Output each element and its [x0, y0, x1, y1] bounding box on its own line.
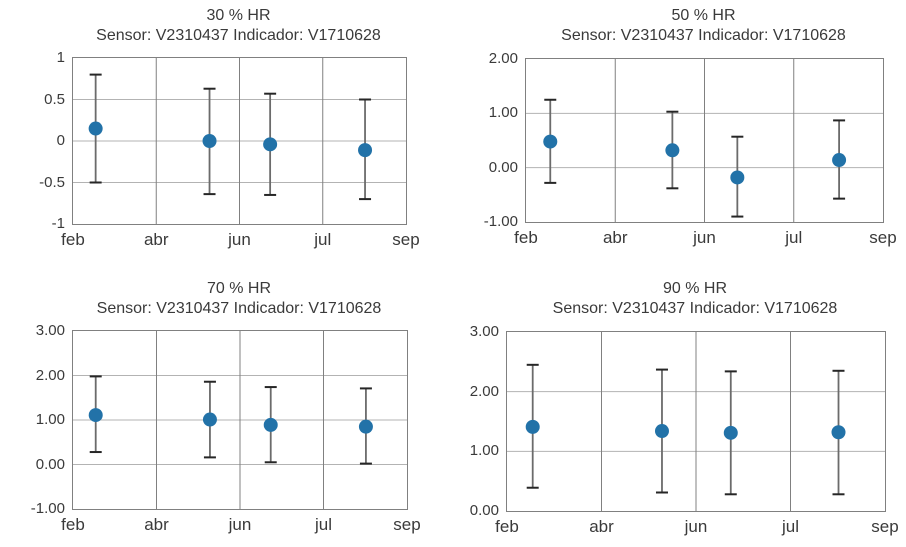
y-axis-tick-label: 0: [56, 132, 65, 149]
x-axis-tick-label: jun: [684, 517, 708, 536]
x-axis-tick-label: abr: [602, 228, 628, 247]
data-point-marker: [202, 412, 217, 427]
chart-panel-50hr: 50 % HR Sensor: V2310437 Indicador: V171…: [453, 0, 906, 273]
y-axis-tick-label: 1.00: [488, 104, 518, 122]
chart-panel-90hr: 90 % HR Sensor: V2310437 Indicador: V171…: [453, 273, 906, 547]
x-axis-tick-label: sep: [393, 515, 421, 534]
x-axis-tick-label: abr: [143, 230, 169, 249]
y-axis-tick-label: 0.00: [35, 455, 65, 473]
y-axis-tick-label: 2.00: [35, 366, 65, 384]
y-axis-tick-label: 0.00: [469, 502, 499, 519]
y-axis-tick-label: 1.00: [469, 442, 499, 460]
plot-area: 1 0.5 0 -0.5 -1 feb abr jun jul sep: [39, 49, 420, 249]
x-axis-tick-label: jul: [781, 517, 800, 536]
plot-canvas: [526, 59, 883, 222]
chart-subtitle: Sensor: V2310437 Indicador: V1710628: [96, 27, 381, 44]
y-axis-tick-label: 2.00: [488, 50, 518, 67]
x-axis-tick-label: jun: [228, 515, 252, 534]
x-axis-tick-label: sep: [871, 517, 899, 536]
data-point-marker: [654, 424, 669, 439]
y-axis-tick-label: -1.00: [483, 213, 518, 230]
y-axis-tick-label: 0.5: [44, 90, 65, 108]
plot-area: 3.00 2.00 1.00 0.00 feb abr jun jul sep: [470, 323, 899, 536]
y-axis-tick-label: -1: [51, 215, 65, 232]
data-point-marker: [88, 408, 103, 423]
data-point-marker: [202, 134, 217, 148]
y-axis-tick-label: -0.5: [39, 173, 65, 191]
x-axis-tick-label: jul: [314, 230, 332, 249]
data-point-marker: [723, 425, 738, 440]
y-axis-tick-label: -1.00: [30, 500, 65, 517]
data-point-marker: [88, 121, 103, 136]
data-point-marker: [525, 419, 540, 434]
chart-subtitle: Sensor: V2310437 Indicador: V1710628: [96, 300, 382, 317]
y-axis-tick-label: 2.00: [469, 382, 499, 400]
y-axis-tick-label: 0.00: [488, 158, 518, 176]
x-axis-tick-label: abr: [589, 517, 614, 536]
data-point-marker: [358, 419, 373, 434]
chart-title: 70 % HR: [206, 280, 272, 297]
chart-subtitle: Sensor: V2310437 Indicador: V1710628: [552, 300, 838, 317]
x-axis-tick-label: jul: [314, 515, 333, 534]
y-axis-tick-label: 1: [56, 49, 65, 66]
data-point-marker: [543, 134, 558, 149]
chart-panel-30hr: 30 % HR Sensor: V2310437 Indicador: V171…: [0, 0, 453, 273]
x-axis-tick-label: sep: [392, 230, 420, 249]
data-point-marker: [358, 143, 373, 158]
chart-subtitle: Sensor: V2310437 Indicador: V1710628: [561, 27, 846, 44]
x-axis-tick-label: feb: [495, 517, 519, 536]
data-point-marker: [263, 137, 278, 152]
plot-area: 3.00 2.00 1.00 0.00 -1.00 feb abr jun jul sep: [31, 322, 421, 534]
x-axis-tick-label: abr: [144, 515, 169, 534]
plot-canvas: [507, 332, 885, 511]
chart-panel-70hr: 70 % HR Sensor: V2310437 Indicador: V171…: [0, 273, 453, 547]
x-axis-tick-label: sep: [869, 228, 897, 247]
y-axis-tick-label: 1.00: [35, 411, 65, 428]
chart-title: 30 % HR: [206, 7, 271, 24]
plot-canvas: [73, 58, 406, 224]
data-point-marker: [832, 153, 847, 168]
data-point-marker: [665, 143, 680, 158]
data-point-marker: [730, 170, 745, 185]
chart-title: 90 % HR: [662, 280, 728, 297]
y-axis-tick-label: 3.00: [35, 322, 65, 339]
y-axis-tick-label: 3.00: [469, 323, 499, 340]
plot-area: 2.00 1.00 0.00 -1.00 feb abr jun jul sep: [484, 50, 897, 247]
plot-canvas: [73, 331, 407, 509]
x-axis-tick-label: feb: [61, 230, 85, 249]
x-axis-tick-label: feb: [61, 515, 85, 534]
x-axis-tick-label: jun: [693, 228, 716, 247]
x-axis-tick-label: jul: [785, 228, 803, 247]
x-axis-tick-label: feb: [514, 228, 538, 247]
data-point-marker: [263, 417, 278, 432]
chart-title: 50 % HR: [671, 7, 736, 24]
data-point-marker: [831, 425, 846, 440]
x-axis-tick-label: jun: [228, 230, 251, 249]
